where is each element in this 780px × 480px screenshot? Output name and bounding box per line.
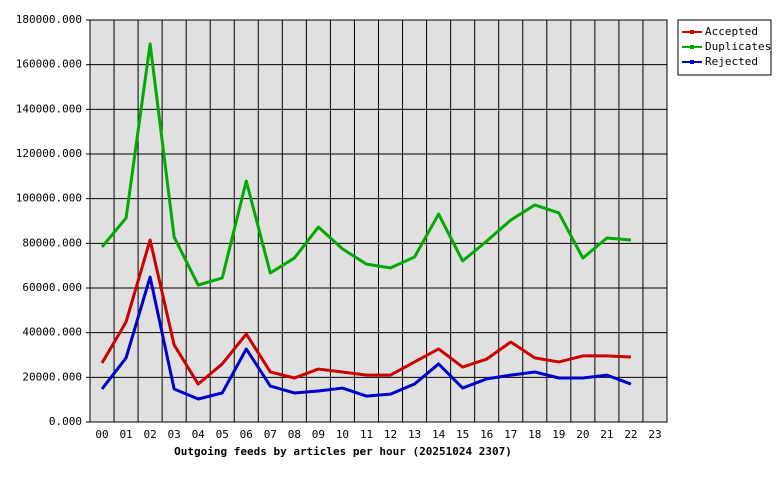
series-line [100, 275, 632, 401]
series-line [100, 42, 632, 287]
x-tick-label: 19 [552, 428, 565, 441]
plot-border [89, 19, 668, 423]
x-tick-label: 15 [456, 428, 469, 441]
y-tick-label: 40000.000 [22, 326, 82, 339]
legend-label: Accepted [705, 25, 758, 38]
y-tick-label: 0.000 [49, 415, 82, 428]
x-tick-label: 02 [143, 428, 156, 441]
y-tick-label: 100000.000 [16, 192, 82, 205]
y-tick-label: 20000.000 [22, 370, 82, 383]
legend-label: Duplicates [705, 40, 771, 53]
y-tick-label: 120000.000 [16, 147, 82, 160]
x-tick-label: 22 [624, 428, 637, 441]
legend-label: Rejected [705, 55, 758, 68]
x-tick-label: 14 [432, 428, 446, 441]
x-tick-label: 07 [264, 428, 277, 441]
x-tick-label: 16 [480, 428, 493, 441]
x-tick-label: 08 [288, 428, 301, 441]
x-tick-label: 00 [95, 428, 108, 441]
chart-title: Outgoing feeds by articles per hour (202… [174, 445, 512, 458]
y-tick-label: 60000.000 [22, 281, 82, 294]
legend-marker [690, 45, 694, 49]
x-tick-label: 04 [192, 428, 206, 441]
x-tick-label: 06 [240, 428, 253, 441]
x-tick-label: 23 [648, 428, 661, 441]
y-tick-label: 180000.000 [16, 13, 82, 26]
x-tick-label: 20 [576, 428, 589, 441]
x-tick-label: 13 [408, 428, 421, 441]
x-tick-label: 05 [216, 428, 229, 441]
x-tick-label: 18 [528, 428, 541, 441]
x-tick-label: 01 [119, 428, 132, 441]
x-tick-label: 09 [312, 428, 325, 441]
y-tick-label: 80000.000 [22, 236, 82, 249]
y-tick-label: 160000.000 [16, 58, 82, 71]
x-tick-label: 12 [384, 428, 397, 441]
y-tick-label: 140000.000 [16, 102, 82, 115]
x-tick-label: 03 [168, 428, 181, 441]
x-tick-label: 21 [600, 428, 613, 441]
legend-marker [690, 30, 694, 34]
series-line [100, 238, 632, 386]
legend-marker [690, 60, 694, 64]
x-tick-label: 17 [504, 428, 517, 441]
x-tick-label: 10 [336, 428, 349, 441]
x-tick-label: 11 [360, 428, 373, 441]
